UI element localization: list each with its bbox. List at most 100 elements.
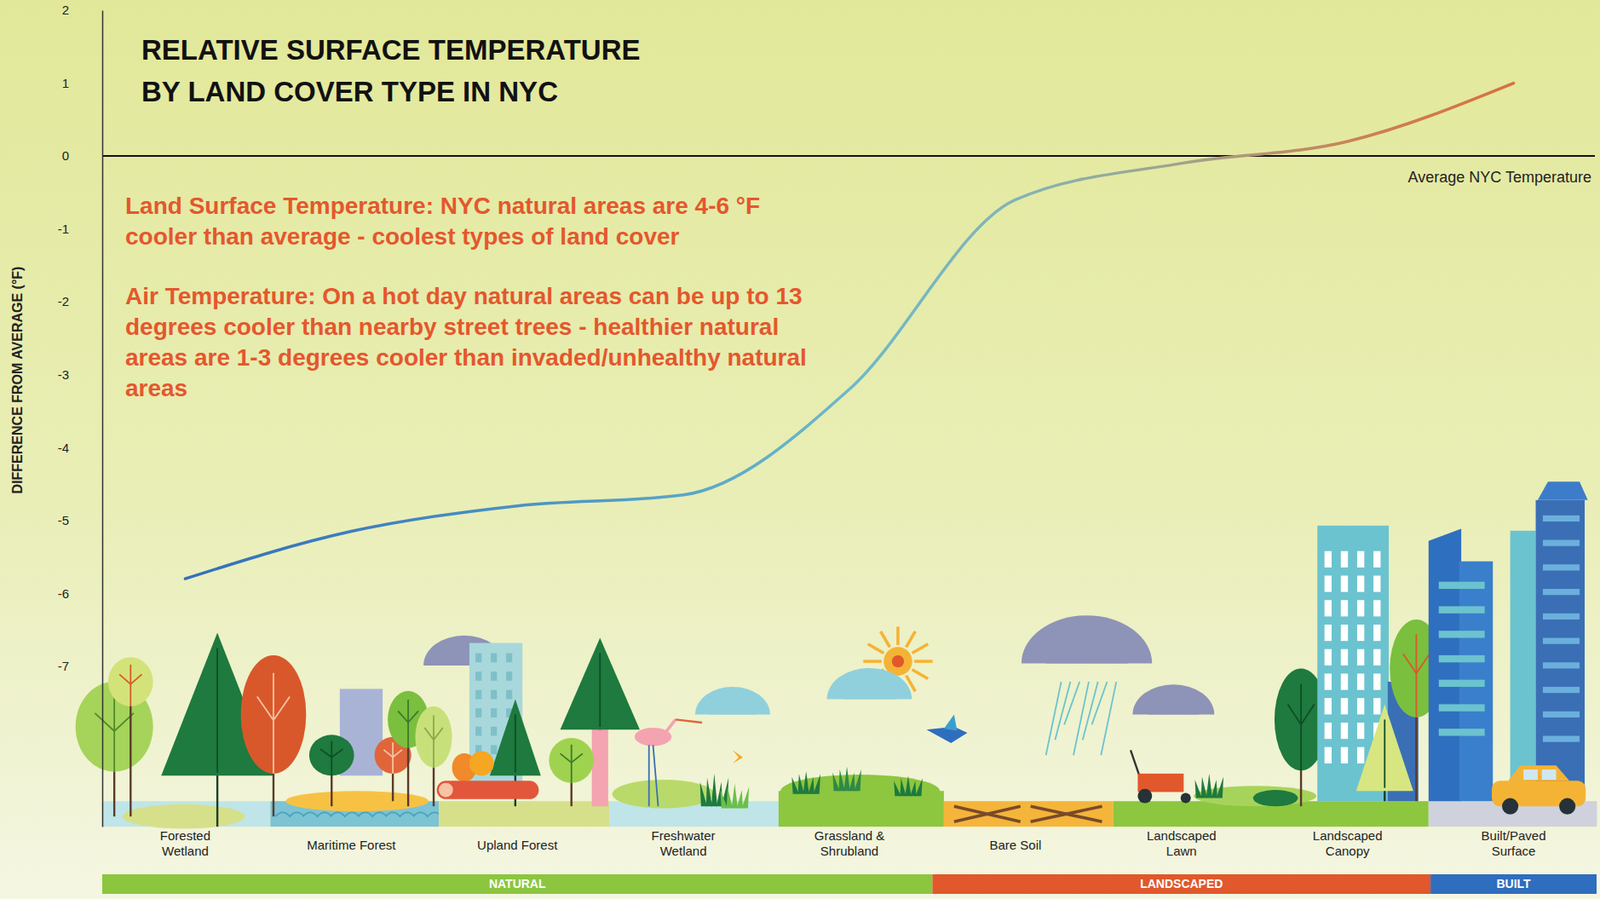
illustration-part (514, 713, 517, 772)
x-tick-label: LandscapedLawn (1146, 828, 1217, 858)
y-tick-label: -1 (57, 221, 70, 236)
illustration-part (1542, 711, 1580, 718)
illustration-part (1201, 776, 1208, 798)
x-tick-label-line: Grassland & (814, 828, 886, 843)
illustration-part (791, 776, 799, 795)
illustration-part (899, 777, 906, 796)
illustration-part (1542, 588, 1580, 595)
illustration-part (130, 673, 142, 684)
x-tick-label: Bare Soil (989, 837, 1042, 852)
x-tick-label-line: Freshwater (651, 828, 716, 843)
y-tick-label: 1 (62, 75, 70, 91)
illustration-part (706, 777, 713, 807)
illustration-part (475, 690, 482, 700)
illustration-part (1341, 575, 1348, 593)
illustration-part (863, 659, 882, 663)
illustration-part (880, 631, 891, 648)
illustration-part (1324, 575, 1332, 593)
illustration-part (695, 686, 771, 714)
group-bar: NATURALLANDSCAPEDBUILT (102, 874, 1597, 894)
illustration-part (1542, 564, 1580, 570)
illustration-part (1357, 599, 1365, 616)
illustration-part (490, 690, 497, 700)
illustration-part (742, 786, 749, 808)
illustration-part (1373, 551, 1381, 568)
title: RELATIVE SURFACE TEMPERATURE (141, 34, 640, 66)
illustration-part (129, 664, 132, 707)
illustration-part (1300, 703, 1315, 725)
illustration-part (1542, 769, 1557, 780)
y-tick: 1 (62, 75, 103, 91)
illustration-part (832, 772, 840, 792)
annotation-line: degrees cooler than nearby street trees … (125, 313, 779, 340)
illustration-part (489, 698, 542, 776)
x-tick: Grassland &Shrubland (814, 826, 886, 858)
x-tick: FreshwaterWetland (651, 826, 716, 858)
illustration-part (1100, 681, 1117, 755)
illustration-part (1341, 599, 1348, 616)
illustration-part (1438, 679, 1485, 687)
illustration-part (475, 653, 482, 663)
x-tick-label: ForestedWetland (160, 828, 211, 858)
illustration-part (275, 811, 305, 817)
x-axis: ForestedWetland Maritime Forest Upland For… (160, 826, 1547, 858)
illustration-part (122, 804, 246, 829)
y-tick: -5 (57, 512, 103, 528)
x-tick: Maritime Forest (306, 826, 397, 852)
illustration-part (437, 780, 540, 800)
illustration-part (808, 776, 815, 795)
y-tick: -3 (57, 367, 103, 382)
illustration-part (1542, 736, 1580, 743)
x-tick-label-line: Shrubland (820, 843, 879, 858)
x-tick-label: Built/PavedSurface (1481, 828, 1547, 858)
x-tick-label-line: Canopy (1325, 843, 1370, 858)
illustration-part (1324, 722, 1332, 739)
illustration-part (272, 673, 275, 774)
illustration-part (108, 656, 154, 706)
illustration-part (1341, 747, 1348, 764)
illustration-part (1324, 599, 1332, 616)
illustration-part (424, 727, 434, 740)
illustration-part (331, 748, 343, 758)
illustration-part (1542, 540, 1580, 547)
illustration-part (490, 653, 497, 663)
illustration-part (700, 781, 708, 806)
x-tick: LandscapedLawn (1146, 826, 1217, 858)
illustration-part (1253, 789, 1299, 806)
illustration-part (1542, 686, 1580, 693)
illustration-part (490, 671, 497, 681)
illustration-part (839, 769, 846, 791)
y-axis: 210-1-2-3-4-5-6-7 (57, 2, 104, 827)
illustration-part (1373, 697, 1381, 714)
illustration-part (1357, 747, 1365, 764)
illustration-part (433, 727, 444, 740)
reference-line (102, 155, 1595, 157)
illustration-part (813, 773, 821, 794)
illustration-part (943, 713, 958, 731)
illustration-part (598, 648, 601, 731)
y-tick-label: -3 (57, 367, 70, 382)
annotation-line: areas (125, 374, 188, 402)
illustration-part (1324, 649, 1332, 666)
y-tick: -4 (57, 440, 103, 455)
illustration-part (1428, 528, 1462, 801)
illustration-part (1502, 798, 1519, 815)
illustration-part (490, 707, 497, 718)
illustration-part (1030, 805, 1103, 822)
illustration-part (954, 805, 1021, 822)
x-tick-label-line: Wetland (161, 843, 209, 858)
illustration (75, 481, 1598, 829)
illustration-part (397, 710, 409, 722)
x-tick-label: Upland Forest (477, 837, 559, 852)
illustration-part (1357, 722, 1365, 739)
x-tick-label-line: Lawn (1166, 843, 1198, 858)
illustration-part (408, 710, 419, 722)
illustration-part (1341, 551, 1348, 568)
illustration-part (1438, 581, 1485, 589)
illustration-part (438, 782, 454, 798)
illustration-part (711, 773, 718, 806)
illustration-part (912, 644, 929, 654)
illustration-part (1357, 697, 1365, 714)
y-tick: -2 (57, 293, 103, 309)
illustration-part (1324, 624, 1332, 641)
